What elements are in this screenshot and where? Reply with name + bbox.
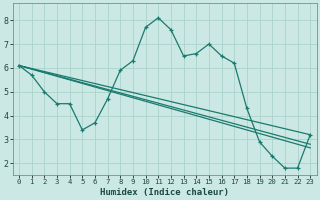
X-axis label: Humidex (Indice chaleur): Humidex (Indice chaleur) bbox=[100, 188, 229, 197]
